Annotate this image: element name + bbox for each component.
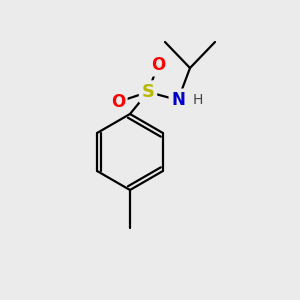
Text: H: H <box>193 93 203 107</box>
Text: O: O <box>151 56 165 74</box>
Text: O: O <box>111 93 125 111</box>
Text: S: S <box>142 83 154 101</box>
Text: N: N <box>171 91 185 109</box>
